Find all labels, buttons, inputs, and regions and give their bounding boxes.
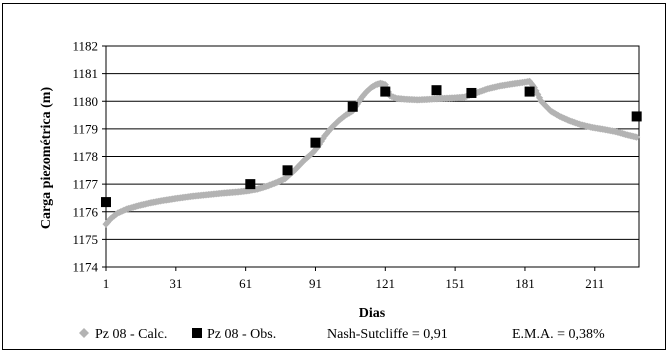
y-tick-label: 1179: [72, 121, 98, 136]
legend-calc-label: Pz 08 - Calc.: [95, 327, 167, 342]
x-tick-label: 151: [445, 276, 465, 291]
obs-point: [431, 85, 442, 96]
y-tick-label: 1180: [72, 94, 98, 109]
calc-point: [322, 130, 331, 138]
y-tick-labels: 1174 1175 1176 1177 1178 1179 1180 1181 1182: [72, 39, 98, 275]
obs-point: [101, 197, 111, 208]
legend-obs-marker: [192, 328, 202, 338]
y-tick-label: 1181: [72, 66, 98, 81]
obs-point: [466, 87, 477, 98]
calc-point: [535, 94, 544, 102]
calc-point: [633, 133, 641, 141]
nash-sutcliffe-annotation: Nash-Sutcliffe = 0,91: [327, 327, 448, 342]
calc-point: [532, 87, 540, 95]
y-tick-label: 1176: [72, 204, 98, 219]
x-tick-label: 211: [585, 276, 604, 291]
obs-point: [631, 111, 642, 122]
obs-point: [282, 165, 293, 176]
calc-point: [326, 125, 334, 134]
obs-point: [347, 101, 358, 112]
x-tick-label: 181: [515, 276, 535, 291]
ema-annotation: E.M.A. = 0,38%: [512, 327, 605, 342]
calc-point: [381, 81, 389, 89]
x-axis-title: Dias: [359, 306, 386, 321]
y-tick-label: 1178: [72, 149, 98, 164]
legend: Pz 08 - Calc. Pz 08 - Obs. Nash-Sutcliff…: [79, 327, 605, 342]
x-tick-label: 121: [376, 276, 396, 291]
y-tick-label: 1174: [72, 260, 98, 275]
gridlines: [102, 45, 639, 271]
series-obs-points: [101, 85, 642, 208]
y-axis-title: Carga piezométrica (m): [39, 87, 54, 230]
x-tick-labels: 1 31 61 91 121 151 181 211: [103, 276, 605, 291]
calc-point: [356, 95, 365, 104]
obs-point: [524, 86, 535, 97]
legend-calc-marker: [79, 328, 89, 338]
x-tick-label: 91: [309, 276, 322, 291]
calc-point: [324, 128, 332, 136]
y-tick-label: 1182: [72, 39, 98, 54]
x-tick-label: 31: [169, 276, 182, 291]
x-tick-label: 1: [103, 276, 110, 291]
y-tick-label: 1175: [72, 232, 98, 247]
x-tick-label: 61: [239, 276, 252, 291]
calc-point: [534, 90, 542, 98]
obs-point: [310, 137, 321, 148]
obs-point: [245, 179, 256, 190]
y-tick-label: 1177: [72, 177, 98, 192]
legend-obs-label: Pz 08 - Obs.: [207, 327, 276, 342]
obs-point: [380, 86, 391, 97]
